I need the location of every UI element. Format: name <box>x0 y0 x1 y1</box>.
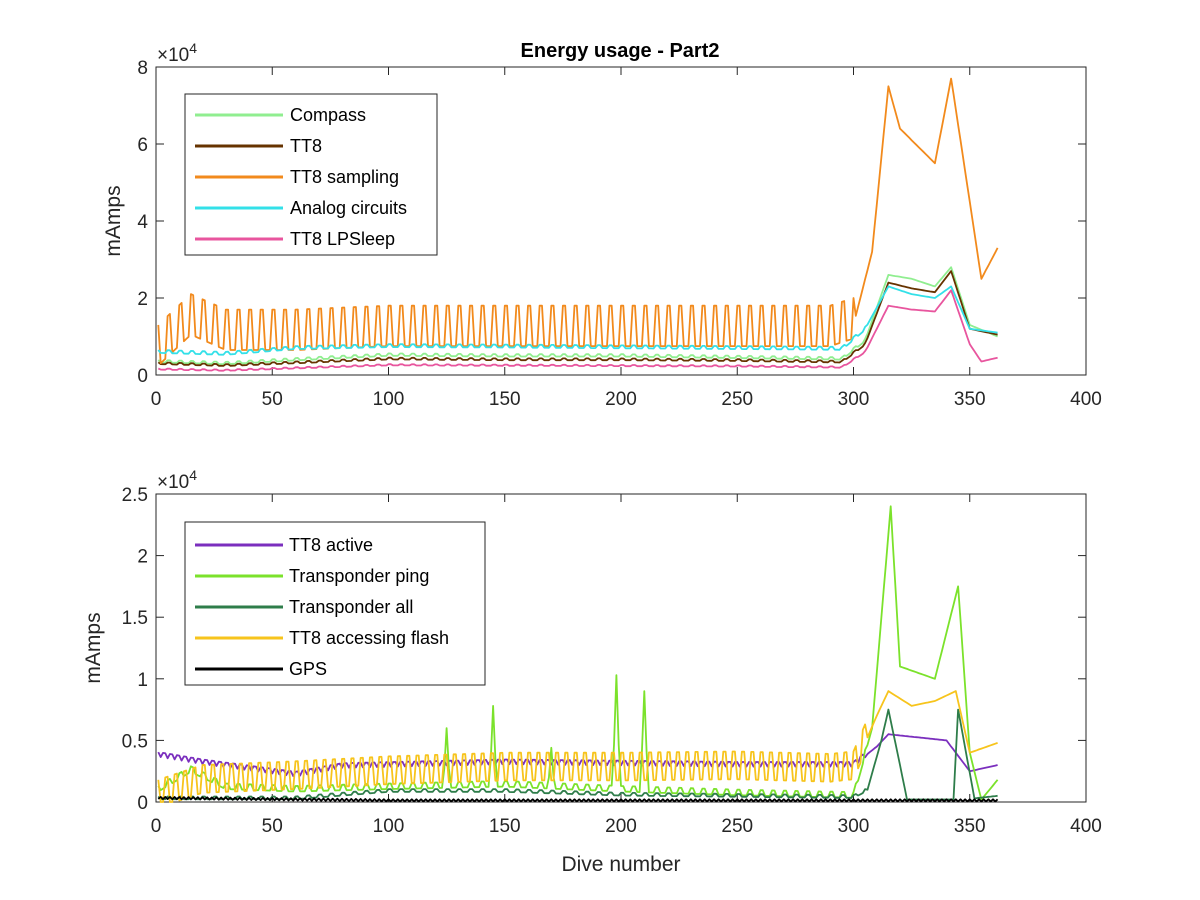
x-tick-label: 250 <box>721 816 753 837</box>
y-tick-label: 0 <box>137 793 148 814</box>
x-tick-label: 400 <box>1070 816 1102 837</box>
legend-box-top <box>184 93 438 256</box>
y-tick-label: 0 <box>137 366 148 387</box>
legend-item-gps: GPS <box>195 659 327 679</box>
series-line-gps <box>157 796 999 803</box>
legend-label: TT8 sampling <box>290 167 399 187</box>
x-tick-label: 100 <box>373 389 405 410</box>
series-line-transponder-ping <box>157 505 999 801</box>
y-exponent-top: ×104 <box>157 40 197 66</box>
series-line-transponder-all <box>157 708 998 801</box>
x-tick-label: 200 <box>605 389 637 410</box>
x-tick-label: 350 <box>954 816 986 837</box>
series-line-tt8-accessing-flash <box>157 690 998 803</box>
series-line-tt8-sampling <box>157 77 999 365</box>
x-tick-label: 0 <box>151 816 162 837</box>
x-tick-label: 50 <box>262 389 283 410</box>
series-line-compass <box>157 266 998 366</box>
legend-box-bottom <box>184 521 486 686</box>
series-lines-top <box>157 77 999 372</box>
x-axis-label-bottom: Dive number <box>561 853 680 876</box>
legend-label: TT8 LPSleep <box>290 229 395 249</box>
legend-item-transponder-ping: Transponder ping <box>195 566 429 586</box>
legend-label: Transponder all <box>289 597 413 617</box>
chart-title: Energy usage - Part2 <box>521 40 720 62</box>
y-exponent-bottom: ×104 <box>157 467 197 493</box>
legend-label: TT8 <box>290 136 322 156</box>
y-tick-label: 8 <box>137 58 148 79</box>
x-tick-label: 300 <box>838 816 870 837</box>
legend-item-analog-circuits: Analog circuits <box>195 198 407 218</box>
y-tick-label: 0.5 <box>122 731 148 752</box>
x-tick-label: 400 <box>1070 389 1102 410</box>
y-tick-label: 2 <box>137 547 148 568</box>
y-tick-label: 6 <box>137 135 148 156</box>
x-tick-label: 0 <box>151 389 162 410</box>
x-tick-label: 250 <box>721 389 753 410</box>
x-tick-label: 50 <box>262 816 283 837</box>
x-tick-label: 150 <box>489 389 521 410</box>
y-axis-label-top: mAmps <box>102 185 125 256</box>
x-tick-label: 200 <box>605 816 637 837</box>
legend-item-tt8-lpsleep: TT8 LPSleep <box>195 229 395 249</box>
x-tick-label: 100 <box>373 816 405 837</box>
legend-label: Compass <box>290 105 366 125</box>
legend-item-tt8-accessing-flash: TT8 accessing flash <box>195 628 449 648</box>
legend-label: Transponder ping <box>289 566 429 586</box>
plot-bottom: ×104 0 50 100 150 200 250 300 350 400 0 0.5 1 1.5 2 2.… <box>82 467 1102 876</box>
y-tick-label: 4 <box>137 212 148 233</box>
y-tick-label: 2.5 <box>122 485 148 506</box>
legend-label: TT8 active <box>289 535 373 555</box>
y-axis-label-bottom: mAmps <box>82 612 105 683</box>
y-tick-label: 1 <box>137 670 148 691</box>
y-tick-label: 2 <box>137 289 148 310</box>
legend-label: TT8 accessing flash <box>289 628 449 648</box>
plot-top: Energy usage - Part2 ×104 0 50 100 150 200 25… <box>102 40 1102 410</box>
legend-item-tt8-active: TT8 active <box>195 535 373 555</box>
legend-top: Compass TT8 TT8 sampling Analog circuits TT8… <box>184 93 438 256</box>
legend-item-tt8-sampling: TT8 sampling <box>195 167 399 187</box>
legend-item-tt8: TT8 <box>195 136 322 156</box>
series-line-tt8-lpsleep <box>157 289 998 372</box>
legend-item-compass: Compass <box>195 105 366 125</box>
x-tick-label: 300 <box>838 389 870 410</box>
axis-ticks-bottom: 0 50 100 150 200 250 300 350 400 0 0.5 1 1.5 2 2.5 <box>122 485 1102 837</box>
series-line-tt8 <box>157 270 998 367</box>
y-tick-label: 1.5 <box>122 608 148 629</box>
legend-bottom: TT8 active Transponder ping Transponder al… <box>184 521 486 686</box>
axis-ticks-top: 0 50 100 150 200 250 300 350 400 0 2 4 6 8 <box>137 58 1101 410</box>
legend-label: Analog circuits <box>290 198 407 218</box>
series-line-analog-circuits <box>157 285 998 356</box>
series-lines-bottom <box>157 505 999 803</box>
x-tick-label: 150 <box>489 816 521 837</box>
legend-item-transponder-all: Transponder all <box>195 597 413 617</box>
x-tick-label: 350 <box>954 389 986 410</box>
legend-label: GPS <box>289 659 327 679</box>
